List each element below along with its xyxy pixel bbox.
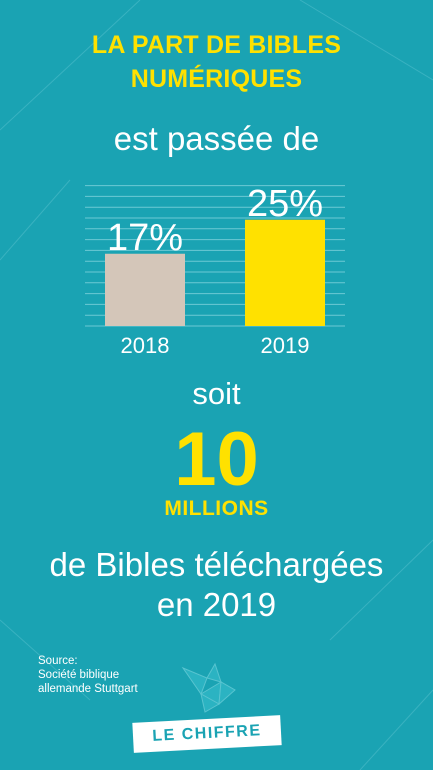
outro-line-2: en 2019 bbox=[156, 586, 277, 623]
intro-text: est passée de bbox=[113, 120, 320, 157]
big-number-unit: MILLIONS bbox=[164, 497, 269, 520]
outro-text: de Bibles téléchargées en 2019 bbox=[0, 545, 433, 625]
big-number: 10 bbox=[174, 417, 259, 502]
source-note: Source: Société biblique allemande Stutt… bbox=[38, 654, 138, 696]
value-label-2019: 25% bbox=[247, 183, 323, 225]
page-title: LA PART DE BIBLES NUMÉRIQUES bbox=[0, 28, 433, 96]
value-label-2018: 17% bbox=[107, 217, 183, 259]
bar-chart: 17% 2018 25% 2019 bbox=[85, 183, 345, 358]
bar-2018 bbox=[105, 253, 185, 326]
outro-line-1: de Bibles téléchargées bbox=[49, 546, 384, 583]
title-line-2: NUMÉRIQUES bbox=[130, 65, 303, 93]
tag-label: LE CHIFFRE bbox=[151, 722, 262, 745]
source-line-1: Source: bbox=[38, 655, 78, 667]
soit-text: soit bbox=[192, 376, 241, 411]
bird-icon bbox=[181, 662, 236, 713]
category-label-2019: 2019 bbox=[261, 333, 310, 358]
title-line-1: LA PART DE BIBLES bbox=[91, 31, 342, 59]
source-line-3: allemande Stuttgart bbox=[38, 683, 138, 695]
source-line-2: Société biblique bbox=[38, 669, 120, 681]
category-label-2018: 2018 bbox=[121, 333, 170, 358]
bar-2019 bbox=[245, 219, 325, 326]
